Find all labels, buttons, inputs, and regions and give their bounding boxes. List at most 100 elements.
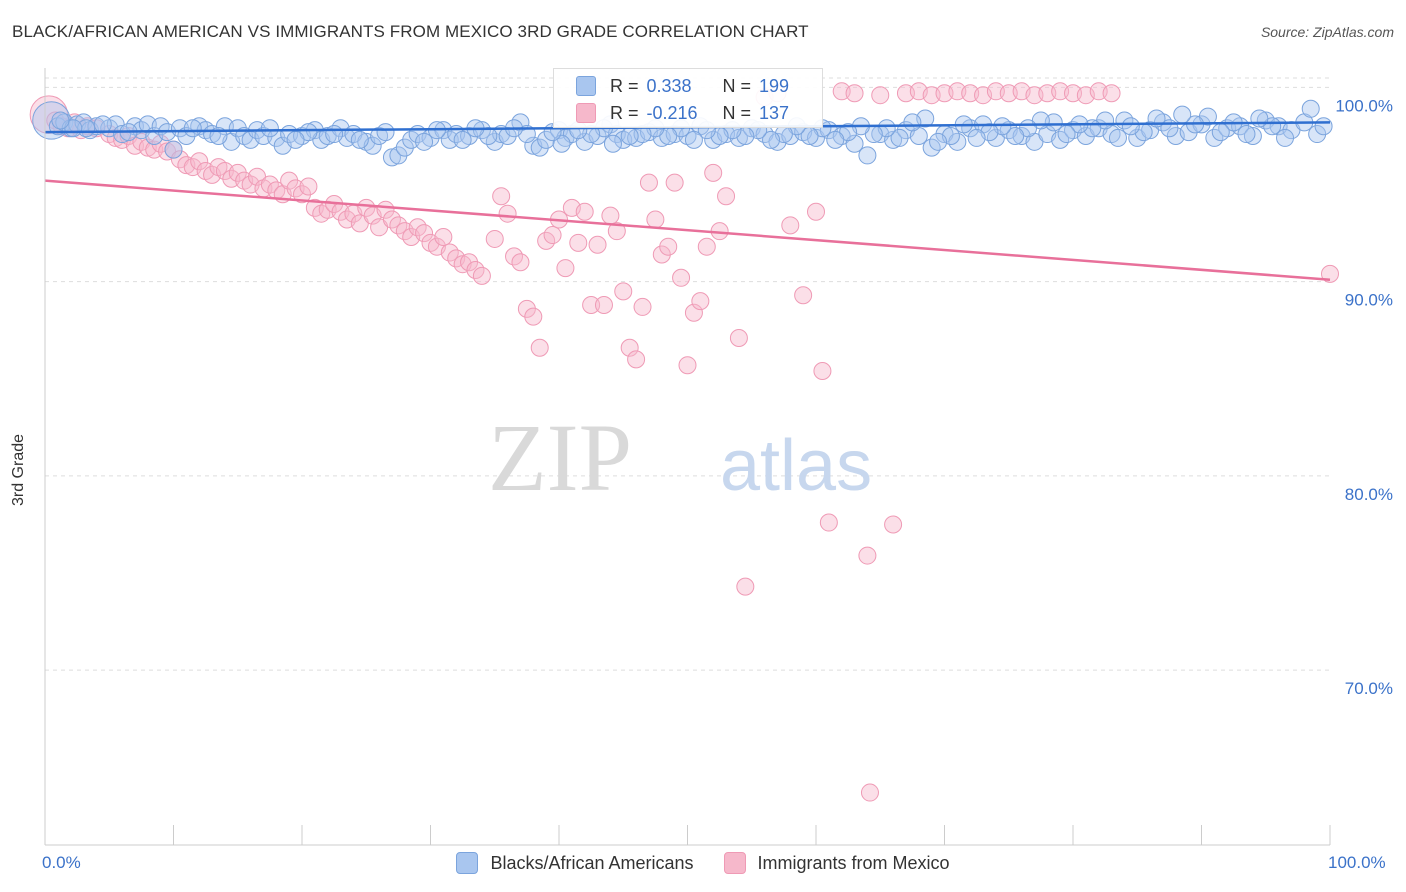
- scatter-point: [884, 130, 903, 149]
- axes: [44, 68, 1331, 846]
- scatter-point: [620, 338, 639, 357]
- legend-n-value: 199: [759, 75, 790, 96]
- scatter-point: [665, 173, 684, 192]
- correlation-legend: R = 0.338 N = 199 R = -0.216 N = 137: [553, 68, 823, 128]
- scatter-point: [678, 356, 697, 375]
- legend-item-blacks[interactable]: Blacks/African Americans: [456, 852, 694, 874]
- scatter-point: [260, 119, 279, 138]
- legend-row-mexico: R = -0.216 N = 137: [576, 101, 789, 125]
- scatter-point: [543, 226, 562, 245]
- scatter-point: [781, 216, 800, 235]
- scatter-point: [1301, 99, 1320, 118]
- legend-r-value: -0.216: [646, 102, 698, 123]
- scatter-point: [1276, 128, 1295, 147]
- legend-swatch-pink: [576, 103, 596, 123]
- scatter-point: [845, 84, 864, 103]
- scatter-point: [729, 329, 748, 348]
- scatter-point: [492, 187, 511, 206]
- y-tick-label: 80.0%: [1345, 485, 1393, 504]
- scatter-point: [807, 202, 825, 221]
- scatter-point: [871, 86, 890, 105]
- scatter-point: [627, 350, 646, 369]
- scatter-point: [569, 233, 588, 252]
- scatter-point: [575, 202, 594, 221]
- scatter-point: [858, 146, 877, 165]
- scatter-point: [601, 206, 620, 225]
- scatter-point: [286, 130, 305, 149]
- scatter-point: [453, 130, 472, 149]
- legend-row-blacks: R = 0.338 N = 199: [576, 74, 789, 98]
- scatter-point: [697, 237, 716, 256]
- series-legend: Blacks/African Americans Immigrants from…: [0, 852, 1406, 874]
- y-tick-label: 100.0%: [1335, 96, 1393, 115]
- legend-swatch-pink: [723, 852, 746, 874]
- source-label: Source: ZipAtlas.com: [1260, 24, 1394, 40]
- scatter-point: [845, 134, 864, 153]
- scatter-point: [472, 266, 491, 285]
- trend-line-mexico: [44, 179, 1331, 281]
- scatter-point: [860, 783, 879, 802]
- scatter-point: [704, 163, 723, 182]
- scatter-point: [1108, 128, 1127, 147]
- legend-r-label: R =: [610, 75, 639, 96]
- x-tick-label-min: 0.0%: [42, 853, 81, 872]
- scatter-point: [929, 132, 948, 151]
- x-tick-label-max: 100.0%: [1328, 853, 1386, 872]
- scatter-point: [1243, 126, 1262, 145]
- legend-swatch-blue: [456, 852, 479, 874]
- legend-swatch-blue: [576, 76, 596, 96]
- scatter-point: [762, 130, 781, 149]
- scatter-point: [903, 113, 922, 132]
- legend-n-label: N =: [722, 75, 752, 96]
- scatter-point: [736, 577, 755, 596]
- scatter-point: [350, 130, 369, 149]
- scatter-point: [1250, 109, 1269, 128]
- scatter-point: [620, 126, 639, 145]
- scatter-point: [434, 227, 453, 246]
- scatter-point: [890, 128, 909, 147]
- scatter-point: [164, 140, 183, 159]
- scatter-point: [1102, 84, 1121, 103]
- chart-title: BLACK/AFRICAN AMERICAN VS IMMIGRANTS FRO…: [12, 22, 809, 41]
- scatter-point: [794, 286, 813, 305]
- scatter-point: [415, 224, 434, 243]
- scatter-point: [884, 515, 903, 534]
- legend-n-label: N =: [722, 102, 752, 123]
- scatter-point: [582, 295, 601, 314]
- scatter-point: [1173, 105, 1192, 124]
- watermark-zip: ZIP: [488, 404, 632, 511]
- scatter-point: [51, 111, 70, 130]
- legend-label-blacks: Blacks/African Americans: [490, 852, 694, 873]
- scatter-point: [594, 295, 613, 314]
- scatter-point: [382, 148, 401, 167]
- watermark-atlas: atlas: [720, 426, 872, 506]
- scatter-point: [1314, 117, 1333, 136]
- scatter-point: [826, 130, 845, 149]
- scatter-point: [1121, 117, 1140, 136]
- y-axis-label: 3rd Grade: [10, 433, 27, 507]
- y-tick-labels: 70.0% 80.0% 90.0% 100.0%: [1335, 96, 1393, 698]
- scatter-point: [556, 259, 575, 278]
- scatter-point: [93, 115, 112, 134]
- scatter-point: [498, 204, 517, 223]
- scatter-point: [967, 128, 986, 147]
- scatter-point: [1237, 125, 1256, 144]
- legend-label-mexico: Immigrants from Mexico: [757, 852, 950, 873]
- scatter-point: [530, 338, 549, 357]
- scatter-point: [639, 173, 658, 192]
- scatter-point: [588, 235, 607, 254]
- scatter-point: [183, 119, 202, 138]
- scatter-point: [190, 152, 209, 171]
- scatter-point: [325, 125, 344, 144]
- scatter-point: [813, 362, 832, 381]
- series-immigrants-from-mexico: [29, 82, 1339, 802]
- scatter-point: [614, 282, 633, 301]
- scatter-point: [819, 513, 838, 532]
- watermark: ZIP atlas: [488, 404, 872, 511]
- scatter-point: [376, 123, 395, 142]
- scatter-point: [607, 222, 626, 241]
- legend-item-mexico[interactable]: Immigrants from Mexico: [723, 852, 950, 874]
- scatter-point: [659, 237, 678, 256]
- scatter-point: [858, 546, 877, 565]
